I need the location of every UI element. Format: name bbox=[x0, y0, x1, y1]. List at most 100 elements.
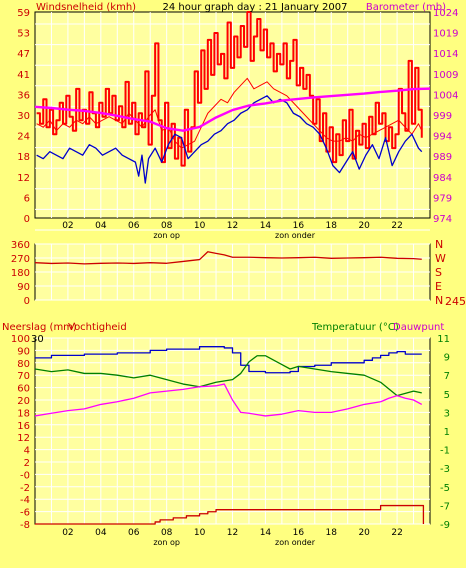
climate-x-tick-label: 04 bbox=[95, 528, 107, 538]
temperature-series-line bbox=[34, 355, 422, 397]
sun-annotation: zon op bbox=[153, 538, 180, 547]
barometer-y-tick-label: 979 bbox=[433, 193, 452, 204]
direction-y-tick-label: 360 bbox=[11, 240, 30, 251]
dewpoint-series-line bbox=[34, 383, 423, 417]
climate-left-tick-label: -2 bbox=[20, 483, 30, 494]
climate-x-tick-label: 02 bbox=[62, 528, 73, 538]
barometer-y-tick-label: 989 bbox=[433, 152, 452, 163]
humidity-axis-title: Vochtigheid bbox=[68, 322, 127, 333]
temperature-tick-label: -5 bbox=[440, 483, 450, 494]
climate-left-tick-label: 20 bbox=[17, 396, 30, 407]
temperature-tick-label: 1 bbox=[444, 427, 450, 438]
compass-label: W bbox=[435, 252, 446, 265]
climate-left-tick-label: 100 bbox=[11, 334, 30, 345]
climate-x-tick-label: 22 bbox=[391, 528, 402, 538]
temperature-tick-label: -7 bbox=[440, 501, 450, 512]
barometer-series-line bbox=[34, 87, 431, 132]
compass-label: S bbox=[435, 266, 442, 279]
climate-x-tick-label: 20 bbox=[358, 528, 370, 538]
wind-y-tick-label: 47 bbox=[17, 49, 30, 60]
temperature-tick-label: -1 bbox=[440, 446, 450, 457]
climate-x-tick-label: 10 bbox=[194, 528, 206, 538]
climate-left-tick-label: -4 bbox=[20, 495, 30, 506]
temperature-axis-title: Temperatuur (°C) bbox=[311, 322, 399, 333]
wind-y-tick-label: 53 bbox=[17, 29, 30, 40]
wind-x-tick-label: 18 bbox=[326, 221, 338, 231]
temperature-tick-label: 7 bbox=[444, 371, 450, 382]
climate-x-tick-label: 08 bbox=[161, 528, 173, 538]
wind-x-tick-label: 02 bbox=[62, 221, 73, 231]
climate-left-tick-label: 90 bbox=[17, 346, 30, 357]
wind-y-tick-label: 18 bbox=[17, 152, 30, 163]
compass-label: E bbox=[435, 280, 442, 293]
temperature-tick-label: 3 bbox=[444, 408, 450, 419]
sun-annotation: zon op bbox=[153, 231, 180, 240]
wind-x-tick-label: 16 bbox=[293, 221, 305, 231]
direction-y-tick-label: 90 bbox=[17, 282, 30, 293]
wind-y-tick-label: 59 bbox=[17, 8, 30, 19]
climate-left-tick-label: 18 bbox=[17, 408, 30, 419]
wind-y-tick-label: 36 bbox=[17, 90, 30, 101]
climate-left-tick-label: 80 bbox=[17, 359, 30, 370]
rain-series-line bbox=[35, 504, 425, 525]
wind-x-tick-label: 20 bbox=[358, 221, 370, 231]
humidity-series-line bbox=[35, 346, 422, 374]
barometer-y-tick-label: 984 bbox=[433, 173, 452, 184]
climate-left-tick-label: 12 bbox=[17, 433, 30, 444]
compass-label: N bbox=[435, 294, 443, 307]
wind-x-tick-label: 10 bbox=[194, 221, 206, 231]
climate-x-tick-label: 12 bbox=[227, 528, 238, 538]
climate-left-tick-label: 60 bbox=[17, 384, 30, 395]
climate-x-tick-label: 18 bbox=[326, 528, 338, 538]
climate-left-tick-label: 16 bbox=[17, 421, 30, 432]
climate-left-tick-label: 2 bbox=[24, 458, 30, 469]
wind-avg-series-line bbox=[36, 95, 423, 184]
wind-series-line bbox=[36, 77, 423, 149]
temperature-tick-label: -9 bbox=[440, 520, 450, 531]
climate-x-tick-label: 06 bbox=[128, 528, 140, 538]
temperature-tick-label: 5 bbox=[444, 390, 450, 401]
barometer-y-tick-label: 1014 bbox=[433, 49, 458, 60]
barometer-y-tick-label: 1019 bbox=[433, 29, 458, 40]
temperature-tick-label: 9 bbox=[444, 353, 450, 364]
barometer-y-tick-label: 1024 bbox=[433, 8, 458, 19]
wind-y-tick-label: 6 bbox=[24, 193, 30, 204]
temperature-tick-label: 11 bbox=[437, 334, 450, 345]
wind-x-tick-label: 14 bbox=[260, 221, 272, 231]
wind-x-tick-label: 04 bbox=[95, 221, 107, 231]
sun-annotation: zon onder bbox=[275, 231, 316, 240]
direction-y-tick-label: 270 bbox=[11, 254, 30, 265]
climate-x-tick-label: 14 bbox=[260, 528, 272, 538]
wind-y-tick-label: 12 bbox=[17, 173, 30, 184]
climate-x-tick-label: 16 bbox=[293, 528, 305, 538]
direction-series-line bbox=[34, 251, 422, 265]
barometer-axis-title: Barometer (mb) bbox=[366, 2, 446, 13]
barometer-y-tick-label: 1009 bbox=[433, 70, 458, 81]
direction-y-tick-label: 180 bbox=[11, 268, 30, 279]
rain-top-tick-label: 30 bbox=[31, 334, 44, 345]
climate-left-tick-label: -0 bbox=[20, 470, 30, 481]
direction-current-value: 245 bbox=[445, 295, 466, 308]
compass-label: N bbox=[435, 238, 443, 251]
rain-axis-title: Neerslag (mm) bbox=[2, 322, 77, 333]
wind-x-tick-label: 08 bbox=[161, 221, 173, 231]
wind-y-tick-label: 24 bbox=[17, 132, 30, 143]
dewpoint-axis-title: Dauwpunt bbox=[393, 322, 444, 333]
wind-y-tick-label: 0 bbox=[24, 214, 30, 225]
climate-left-tick-label: -6 bbox=[20, 508, 30, 519]
barometer-y-tick-label: 999 bbox=[433, 111, 452, 122]
wind-x-tick-label: 22 bbox=[391, 221, 402, 231]
wind-y-tick-label: 30 bbox=[17, 111, 30, 122]
barometer-y-tick-label: 974 bbox=[433, 214, 452, 225]
wind-y-tick-label: 41 bbox=[17, 70, 30, 81]
climate-left-tick-label: 70 bbox=[17, 371, 30, 382]
barometer-y-tick-label: 994 bbox=[433, 132, 452, 143]
climate-left-tick-label: 4 bbox=[24, 446, 30, 457]
temperature-tick-label: -3 bbox=[440, 464, 450, 475]
direction-y-tick-label: 0 bbox=[24, 296, 30, 307]
barometer-y-tick-label: 1004 bbox=[433, 90, 458, 101]
gust-series-line bbox=[36, 11, 423, 167]
wind-x-tick-label: 12 bbox=[227, 221, 238, 231]
sun-annotation: zon onder bbox=[275, 538, 316, 547]
climate-left-tick-label: -8 bbox=[20, 520, 30, 531]
